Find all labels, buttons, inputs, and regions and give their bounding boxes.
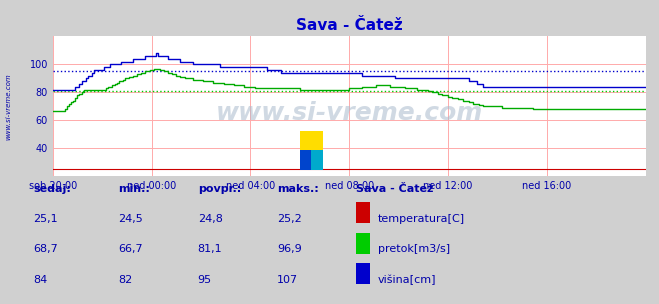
Text: pretok[m3/s]: pretok[m3/s] <box>378 244 449 254</box>
Text: maks.:: maks.: <box>277 184 318 194</box>
Text: 68,7: 68,7 <box>33 244 58 254</box>
Bar <box>300 131 323 150</box>
Text: povpr.:: povpr.: <box>198 184 241 194</box>
Text: višina[cm]: višina[cm] <box>378 274 436 285</box>
Text: 25,2: 25,2 <box>277 214 302 224</box>
Text: www.si-vreme.com: www.si-vreme.com <box>5 73 11 140</box>
Text: 24,8: 24,8 <box>198 214 223 224</box>
Text: 84: 84 <box>33 275 47 285</box>
Title: Sava - Čatež: Sava - Čatež <box>296 18 403 33</box>
Text: 24,5: 24,5 <box>119 214 144 224</box>
Text: 25,1: 25,1 <box>33 214 57 224</box>
Text: www.si-vreme.com: www.si-vreme.com <box>215 102 483 125</box>
Text: 82: 82 <box>119 275 133 285</box>
Text: min.:: min.: <box>119 184 150 194</box>
Bar <box>312 150 323 170</box>
Text: 107: 107 <box>277 275 298 285</box>
Text: Sava - Čatež: Sava - Čatež <box>356 184 433 194</box>
Text: 95: 95 <box>198 275 212 285</box>
Text: 81,1: 81,1 <box>198 244 222 254</box>
Text: temperatura[C]: temperatura[C] <box>378 214 465 224</box>
Text: 66,7: 66,7 <box>119 244 143 254</box>
Text: sedaj:: sedaj: <box>33 184 71 194</box>
Bar <box>300 150 312 170</box>
Text: 96,9: 96,9 <box>277 244 302 254</box>
